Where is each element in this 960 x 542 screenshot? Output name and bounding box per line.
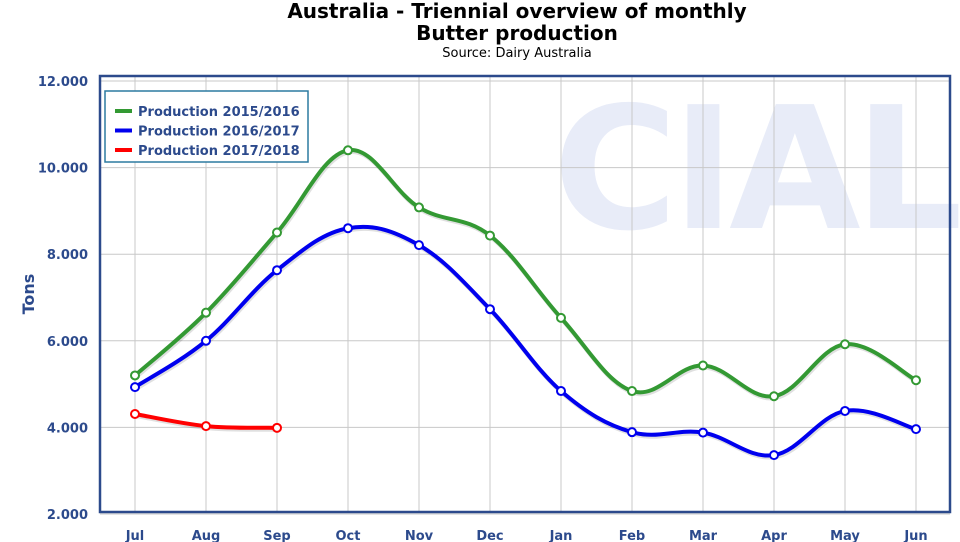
data-point <box>840 339 850 350</box>
data-point <box>840 405 850 416</box>
legend-label: Production 2015/2016 <box>138 105 300 120</box>
data-point <box>272 422 282 433</box>
chart-title-line-1: Australia - Triennial overview of monthl… <box>287 0 747 23</box>
legend-label: Production 2017/2018 <box>138 144 300 159</box>
x-tick-label: Jul <box>125 529 145 542</box>
data-point <box>343 223 353 234</box>
chart-title-line-2: Butter production <box>416 21 618 45</box>
y-tick-label: 6.000 <box>47 335 88 350</box>
data-point <box>698 360 708 371</box>
data-point <box>556 312 566 323</box>
data-point <box>769 450 779 461</box>
data-point <box>627 427 637 438</box>
data-point <box>130 382 140 393</box>
x-tick-label: Feb <box>619 529 645 542</box>
data-point <box>485 230 495 241</box>
data-point <box>130 408 140 419</box>
x-tick-label: Oct <box>336 529 361 542</box>
y-tick-label: 10.000 <box>38 162 88 177</box>
data-point <box>556 386 566 397</box>
x-tick-label: Jan <box>549 529 573 542</box>
data-point <box>343 145 353 156</box>
data-point <box>130 370 140 381</box>
watermark-logo: CIAL <box>553 71 959 269</box>
x-tick-label: May <box>830 529 860 542</box>
y-axis-label: Tons <box>19 274 38 315</box>
data-point <box>201 307 211 318</box>
data-point <box>201 421 211 432</box>
x-tick-label: Mar <box>689 529 718 542</box>
data-point <box>698 427 708 438</box>
x-tick-label: Apr <box>761 529 787 542</box>
x-tick-label: Sep <box>263 529 291 542</box>
plot-frame <box>98 74 952 514</box>
y-tick-label: 8.000 <box>47 248 88 263</box>
y-tick-label: 4.000 <box>47 421 88 436</box>
data-point <box>769 391 779 402</box>
data-point <box>414 240 424 251</box>
x-tick-label: Nov <box>405 529 434 542</box>
data-point <box>272 265 282 276</box>
data-point <box>911 375 921 386</box>
x-tick-label: Jun <box>903 529 927 542</box>
x-tick-label: Dec <box>476 529 503 542</box>
legend-box <box>104 90 309 163</box>
data-point <box>201 335 211 346</box>
chart-subtitle: Source: Dairy Australia <box>442 46 592 61</box>
y-tick-label: 12.000 <box>38 75 88 90</box>
data-point <box>414 202 424 213</box>
data-point <box>272 227 282 238</box>
y-tick-label: 2.000 <box>47 508 88 523</box>
legend-label: Production 2016/2017 <box>138 125 300 140</box>
x-tick-label: Aug <box>192 529 221 542</box>
data-point <box>627 386 637 397</box>
data-point <box>911 424 921 435</box>
series-line-0 <box>133 148 917 399</box>
data-point <box>485 304 495 315</box>
